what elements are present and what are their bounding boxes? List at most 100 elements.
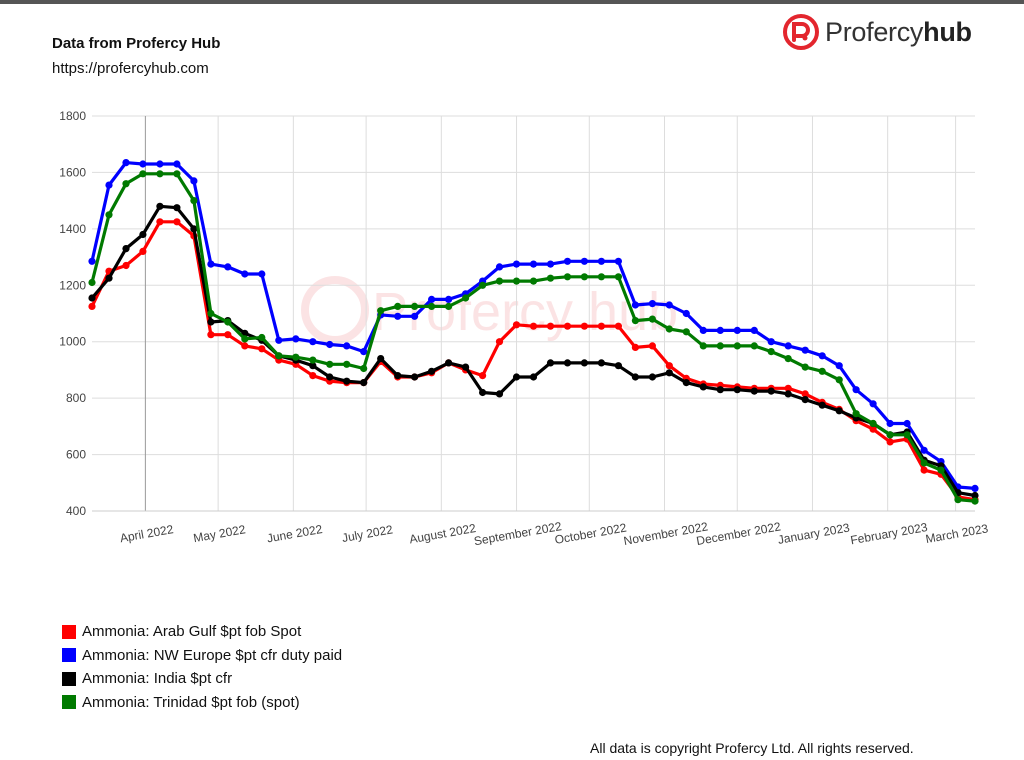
data-point — [648, 315, 657, 323]
data-point — [886, 431, 894, 439]
data-point — [207, 260, 215, 268]
data-point — [563, 273, 572, 281]
data-point — [648, 300, 657, 308]
legend-label: Ammonia: Arab Gulf $pt fob Spot — [82, 623, 302, 641]
data-point — [648, 342, 657, 350]
data-point — [920, 466, 928, 474]
data-point — [614, 273, 623, 281]
data-point — [563, 257, 572, 265]
data-point — [835, 376, 843, 384]
data-point — [122, 245, 130, 253]
source-url: https://profercyhub.com — [52, 60, 209, 77]
data-point — [190, 177, 198, 185]
data-point — [869, 419, 877, 428]
data-point — [173, 170, 181, 178]
data-point — [495, 338, 504, 346]
data-point — [869, 400, 877, 408]
series-line — [90, 204, 977, 498]
data-point — [529, 322, 538, 330]
data-point — [122, 180, 130, 188]
data-point — [139, 247, 147, 255]
data-point — [394, 312, 402, 320]
legend-swatch — [62, 695, 76, 710]
y-tick-label: 1600 — [59, 165, 86, 179]
data-point — [546, 359, 555, 367]
data-point — [122, 159, 130, 167]
data-point — [495, 277, 504, 285]
data-point — [258, 270, 266, 278]
data-point — [309, 362, 317, 370]
data-point — [733, 326, 741, 334]
data-point — [818, 401, 826, 409]
data-point — [852, 410, 860, 418]
legend-swatch — [62, 648, 76, 663]
page-title: Data from Profercy Hub — [52, 35, 221, 52]
data-point — [479, 372, 487, 380]
data-point — [597, 359, 606, 367]
data-point — [275, 336, 283, 344]
data-point — [343, 377, 351, 385]
data-point — [428, 367, 436, 375]
data-point — [241, 335, 249, 343]
x-tick-label: June 2022 — [266, 522, 324, 546]
data-point — [292, 335, 300, 343]
data-point — [462, 363, 470, 371]
data-point — [139, 160, 147, 168]
data-point — [631, 373, 640, 381]
data-point — [411, 373, 419, 381]
data-point — [648, 373, 657, 381]
data-point — [818, 367, 826, 375]
data-point — [88, 278, 96, 287]
data-point — [190, 197, 198, 205]
data-point — [326, 360, 334, 368]
data-point — [614, 257, 623, 265]
data-point — [105, 274, 113, 282]
data-point — [835, 362, 843, 370]
data-point — [750, 342, 758, 350]
data-point — [767, 348, 775, 356]
legend-label: Ammonia: NW Europe $pt cfr duty paid — [82, 646, 343, 664]
data-point — [139, 230, 147, 239]
legend: Ammonia: Arab Gulf $pt fob Spot Ammonia: … — [62, 620, 342, 714]
data-point — [479, 388, 487, 397]
data-point — [733, 386, 741, 394]
data-point — [784, 342, 792, 350]
data-point — [512, 260, 521, 268]
data-point — [835, 407, 843, 415]
data-point — [326, 373, 334, 381]
data-point — [784, 384, 792, 392]
data-point — [750, 326, 758, 334]
top-border — [0, 0, 1024, 4]
data-point — [88, 294, 96, 302]
series — [88, 159, 979, 505]
data-point — [377, 355, 385, 363]
data-point — [631, 343, 640, 351]
copyright-footer: All data is copyright Profercy Ltd. All … — [590, 740, 914, 756]
x-tick-label: April 2022 — [119, 522, 175, 545]
legend-label: Ammonia: India $pt cfr — [82, 670, 233, 688]
data-point — [495, 263, 504, 271]
data-point — [173, 204, 181, 212]
data-point — [580, 257, 589, 265]
data-point — [699, 326, 707, 334]
brand-logo[interactable]: Profercyhub — [783, 12, 972, 52]
data-point — [156, 202, 164, 210]
data-point — [258, 333, 266, 342]
data-point — [529, 373, 538, 381]
y-tick-label: 1800 — [59, 109, 86, 123]
y-tick-label: 400 — [66, 504, 86, 518]
data-point — [309, 338, 317, 346]
data-point — [207, 318, 215, 326]
legend-item: Ammonia: Arab Gulf $pt fob Spot — [62, 620, 342, 644]
data-point — [105, 181, 113, 189]
y-tick-label: 800 — [66, 391, 86, 405]
data-point — [750, 387, 758, 395]
data-point — [937, 466, 945, 474]
data-point — [699, 342, 707, 350]
data-point — [971, 491, 979, 500]
legend-item: Ammonia: NW Europe $pt cfr duty paid — [62, 644, 342, 668]
data-point — [886, 419, 894, 428]
data-point — [665, 325, 673, 333]
data-point — [275, 352, 283, 360]
data-point — [852, 386, 860, 394]
